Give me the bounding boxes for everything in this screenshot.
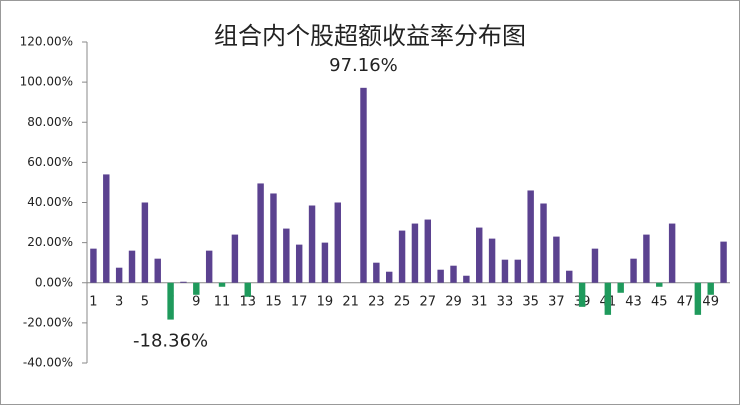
bar (437, 269, 444, 283)
x-tick-label: 17 (291, 294, 308, 309)
x-tick-label: 35 (522, 294, 539, 309)
y-tick-label: 20.00% (27, 235, 73, 249)
bar (488, 238, 496, 283)
bar (411, 223, 419, 283)
y-tick-label: 60.00% (27, 155, 73, 169)
bar (424, 219, 432, 283)
x-tick-label: 15 (265, 294, 282, 309)
bar (527, 190, 534, 283)
y-tick-label: 120.00% (20, 35, 73, 49)
bar (321, 242, 329, 283)
bar (398, 230, 406, 283)
x-tick-label: 11 (214, 294, 231, 309)
bar (463, 275, 470, 283)
bar (501, 259, 509, 283)
bar (90, 248, 97, 283)
bar (707, 282, 714, 295)
bar (630, 258, 637, 283)
bar (656, 282, 663, 287)
bar (167, 282, 174, 320)
y-tick-label: 100.00% (20, 75, 73, 89)
x-tick-label: 13 (239, 294, 256, 309)
x-tick-label: 9 (192, 294, 200, 309)
bar (360, 87, 367, 283)
x-tick-label: 1 (89, 294, 97, 309)
bar (720, 241, 727, 283)
bar (115, 267, 123, 283)
bar (476, 227, 483, 283)
bar (578, 282, 586, 307)
bar (244, 282, 251, 297)
chart-title: 组合内个股超额收益率分布图 (214, 22, 526, 50)
bar (514, 259, 522, 283)
x-tick-label: 25 (394, 294, 411, 309)
x-tick-label: 33 (497, 294, 514, 309)
x-tick-label: 43 (625, 294, 642, 309)
bar (540, 203, 547, 283)
bar (617, 282, 624, 293)
bar (373, 262, 380, 283)
bar (553, 236, 560, 283)
x-tick-label: 29 (445, 294, 462, 309)
x-tick-label: 19 (317, 294, 334, 309)
bar (180, 281, 187, 283)
x-tick-label: 37 (548, 294, 565, 309)
bar (141, 202, 149, 283)
data-label: -18.36% (133, 331, 208, 352)
bar (334, 202, 341, 283)
bar (257, 183, 264, 283)
x-tick-label: 49 (702, 294, 719, 309)
bar (668, 223, 676, 283)
bar (643, 234, 650, 283)
bar (604, 282, 612, 315)
bar (283, 228, 290, 283)
y-tick-label: -20.00% (23, 315, 73, 329)
bar (591, 248, 599, 283)
x-tick-label: 45 (651, 294, 668, 309)
bar (694, 282, 702, 315)
x-tick-label: 21 (342, 294, 359, 309)
x-tick-label: 3 (115, 294, 123, 309)
bar (154, 258, 161, 283)
bar (308, 205, 316, 283)
bar (231, 234, 239, 283)
data-label: 97.16% (329, 55, 398, 76)
bar (103, 174, 110, 283)
y-tick-label: -40.00% (23, 356, 73, 370)
bar (450, 265, 457, 283)
x-tick-label: 5 (141, 294, 149, 309)
bar (193, 282, 200, 295)
y-tick-label: 80.00% (27, 115, 73, 129)
x-tick-label: 31 (471, 294, 488, 309)
bar (128, 250, 136, 283)
bar (385, 271, 393, 283)
bar (295, 244, 303, 283)
x-tick-label: 23 (368, 294, 385, 309)
bar (566, 270, 573, 283)
y-tick-label: 0.00% (35, 275, 73, 289)
x-tick-label: 47 (677, 294, 694, 309)
bar (218, 282, 226, 287)
x-tick-label: 27 (420, 294, 437, 309)
bar (205, 250, 213, 283)
bar (270, 193, 277, 283)
y-tick-label: 40.00% (27, 195, 73, 209)
